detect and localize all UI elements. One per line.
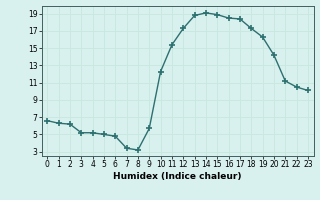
X-axis label: Humidex (Indice chaleur): Humidex (Indice chaleur) [113,172,242,181]
